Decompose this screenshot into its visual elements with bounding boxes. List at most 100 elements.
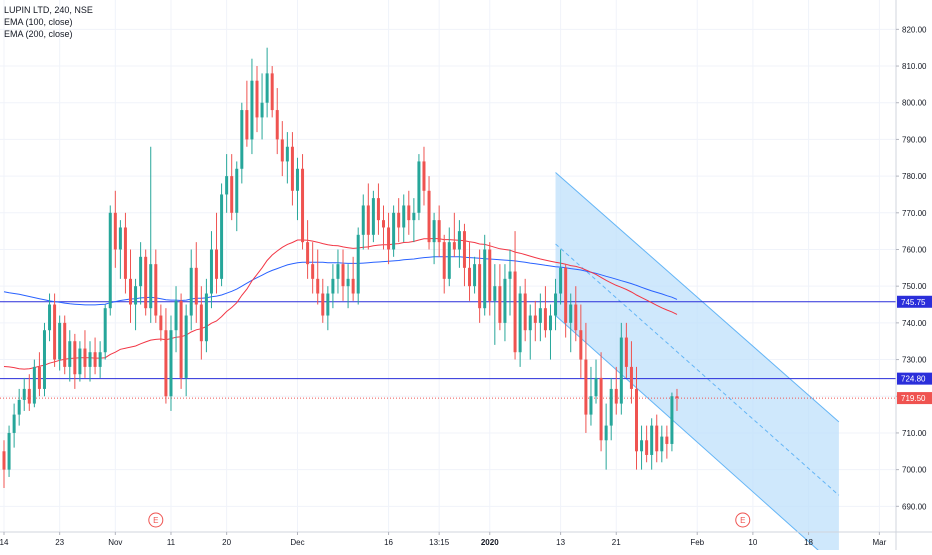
candle-body bbox=[27, 388, 31, 404]
candle-body bbox=[260, 102, 264, 118]
time-tick-label: Mar bbox=[872, 538, 886, 547]
candle-body bbox=[32, 366, 36, 404]
candle-body bbox=[599, 377, 603, 441]
candle-body bbox=[240, 110, 244, 169]
price-tick-label: 740.00 bbox=[902, 319, 927, 328]
candle-body bbox=[346, 278, 350, 287]
grid bbox=[0, 0, 896, 532]
candle-body bbox=[169, 330, 173, 397]
candle-body bbox=[619, 337, 623, 404]
candle-body bbox=[422, 161, 426, 191]
candle-body bbox=[376, 198, 380, 221]
price-tick-label: 690.00 bbox=[902, 502, 927, 511]
candle-body bbox=[108, 212, 112, 309]
candle-body bbox=[356, 234, 360, 294]
candle-body bbox=[533, 315, 537, 323]
price-tick-label: 700.00 bbox=[902, 466, 927, 475]
earnings-marker-label: E bbox=[153, 516, 158, 525]
candle-body bbox=[584, 359, 588, 415]
parallel-channel[interactable] bbox=[555, 172, 840, 555]
candle-body bbox=[513, 271, 517, 353]
candle-body bbox=[650, 425, 654, 455]
candle-body bbox=[280, 139, 284, 162]
candle-body bbox=[366, 205, 370, 235]
candle-body bbox=[427, 190, 431, 243]
ema100-legend[interactable]: EMA (100, close) bbox=[4, 17, 73, 27]
candle-body bbox=[437, 220, 441, 243]
price-tick-label: 820.00 bbox=[902, 25, 927, 34]
candle-body bbox=[569, 304, 573, 323]
channel-upper-line bbox=[555, 172, 840, 423]
price-label-text: 745.75 bbox=[901, 298, 926, 307]
time-tick-label: 16 bbox=[384, 538, 393, 547]
time-tick-label: 10 bbox=[748, 538, 757, 547]
time-tick-label: 20 bbox=[222, 538, 231, 547]
candle-body bbox=[113, 212, 117, 250]
time-tick-label: 13:15 bbox=[429, 538, 450, 547]
symbol-title[interactable]: LUPIN LTD, 240, NSE bbox=[4, 5, 93, 15]
candle-body bbox=[184, 315, 188, 378]
candle-body bbox=[118, 227, 122, 250]
candle-body bbox=[123, 227, 127, 279]
price-label-text: 724.80 bbox=[901, 375, 926, 384]
time-tick-label: 13 bbox=[556, 538, 565, 547]
candle-body bbox=[245, 110, 249, 140]
candle-body bbox=[442, 242, 446, 279]
price-label-box bbox=[897, 372, 932, 385]
time-tick-label: Feb bbox=[690, 538, 704, 547]
ema200-legend[interactable]: EMA (200, close) bbox=[4, 29, 73, 39]
candle-body bbox=[407, 205, 411, 221]
candle-body bbox=[660, 436, 664, 452]
candle-body bbox=[589, 396, 593, 415]
candle-body bbox=[629, 366, 633, 389]
candle-body bbox=[68, 341, 72, 367]
candle-body bbox=[209, 249, 213, 294]
candle-body bbox=[321, 293, 325, 316]
candle-body bbox=[341, 264, 345, 287]
candle-body bbox=[139, 256, 143, 287]
candle-body bbox=[518, 293, 522, 353]
candle-body bbox=[63, 322, 67, 367]
time-tick-label: 18 bbox=[804, 538, 813, 547]
time-tick-label: 21 bbox=[612, 538, 621, 547]
candle-body bbox=[225, 176, 229, 195]
candle-body bbox=[412, 212, 416, 221]
candle-body bbox=[12, 414, 16, 433]
candle-body bbox=[311, 264, 315, 279]
candle-body bbox=[301, 168, 305, 243]
candle-body bbox=[164, 330, 168, 397]
candle-body bbox=[655, 425, 659, 452]
candle-body bbox=[103, 308, 107, 353]
candle-body bbox=[83, 348, 87, 367]
candle-body bbox=[290, 146, 294, 191]
candle-body bbox=[275, 110, 279, 140]
price-labels: 745.75 724.80 719.50 bbox=[897, 295, 932, 405]
candle-body bbox=[498, 286, 502, 323]
candle-body bbox=[457, 231, 461, 250]
candle-body bbox=[503, 278, 507, 323]
time-tick-label: 14 bbox=[0, 538, 9, 547]
candle-body bbox=[48, 304, 52, 331]
candle-body bbox=[564, 267, 568, 323]
price-tick-label: 800.00 bbox=[902, 99, 927, 108]
candle-body bbox=[194, 267, 198, 305]
price-tick-label: 790.00 bbox=[902, 135, 927, 144]
candle-body bbox=[635, 388, 638, 452]
channel-lower-line bbox=[555, 315, 825, 555]
candle-body bbox=[316, 278, 320, 294]
candle-body bbox=[609, 388, 613, 426]
candle-body bbox=[58, 322, 62, 360]
candle-body bbox=[523, 293, 527, 331]
candle-body bbox=[285, 146, 289, 162]
time-tick-label: Dec bbox=[290, 538, 304, 547]
candle-body bbox=[331, 278, 335, 294]
candle-body bbox=[579, 330, 583, 360]
candle-body bbox=[614, 388, 618, 404]
candles bbox=[2, 47, 679, 488]
candle-body bbox=[645, 440, 649, 455]
price-tick-label: 710.00 bbox=[902, 429, 927, 438]
